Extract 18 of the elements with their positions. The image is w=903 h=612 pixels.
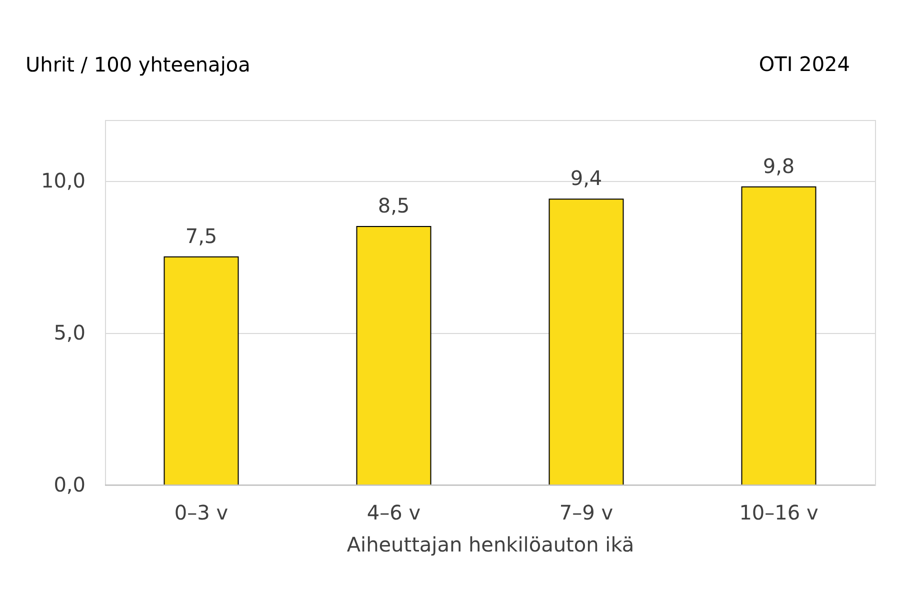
bar	[164, 256, 239, 486]
x-tick-label: 0–3 v	[174, 500, 228, 524]
text: OTI 2024	[758, 52, 850, 76]
bar	[356, 226, 432, 486]
y-tick-label: 0,0	[54, 472, 86, 496]
bar	[741, 186, 816, 486]
x-axis-title: Aiheuttajan henkilöauton ikä	[346, 532, 634, 556]
data-label: 9,4	[570, 166, 602, 190]
y-tick-label: 10,0	[40, 168, 86, 192]
x-tick-label: 7–9 v	[559, 500, 614, 524]
data-label: 7,5	[185, 224, 218, 248]
x-tick-label: 10–16 v	[739, 500, 818, 524]
bar	[548, 198, 624, 486]
x-tick-label: 4–6 v	[366, 500, 421, 524]
data-label: 9,8	[762, 154, 795, 178]
y-axis-title: Uhrit / 100 yhteenajoa	[26, 52, 250, 76]
y-tick-label: 5,0	[54, 320, 86, 344]
data-label: 8,5	[378, 193, 410, 218]
